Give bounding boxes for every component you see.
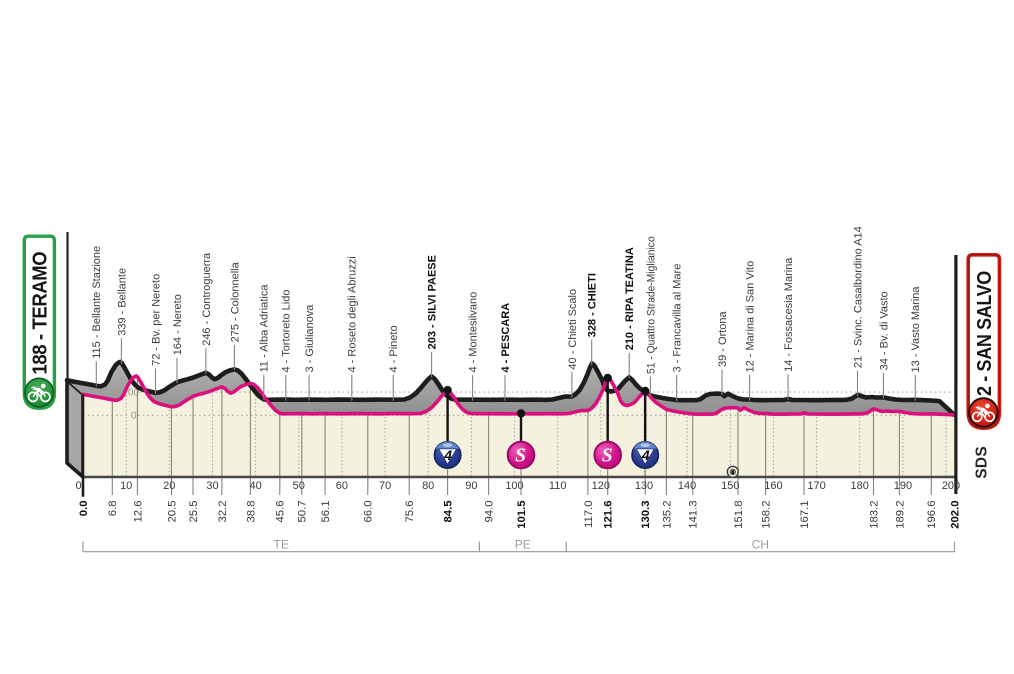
svg-text:4 - PESCARA: 4 - PESCARA (500, 303, 512, 373)
svg-text:200: 200 (942, 480, 960, 492)
svg-text:110: 110 (549, 480, 567, 492)
svg-text:12 - Marina di San Vito: 12 - Marina di San Vito (745, 261, 757, 373)
svg-text:94.0: 94.0 (484, 501, 496, 523)
svg-text:190: 190 (894, 480, 912, 492)
svg-text:120: 120 (592, 480, 610, 492)
svg-text:339 - Bellante: 339 - Bellante (116, 268, 128, 336)
svg-text:40: 40 (249, 480, 261, 492)
svg-text:60: 60 (336, 480, 348, 492)
svg-text:50.7: 50.7 (297, 501, 309, 523)
svg-text:34 - Bv. di Vasto: 34 - Bv. di Vasto (878, 291, 890, 370)
svg-text:167.1: 167.1 (799, 501, 811, 529)
svg-text:328 - CHIETI: 328 - CHIETI (587, 273, 599, 337)
svg-text:210 - RIPA TEATINA: 210 - RIPA TEATINA (624, 247, 636, 350)
svg-text:4 - Pineto: 4 - Pineto (388, 325, 400, 372)
svg-text:TE: TE (274, 537, 289, 551)
svg-text:10: 10 (120, 480, 132, 492)
svg-text:0.0: 0.0 (78, 501, 90, 517)
svg-text:4: 4 (443, 447, 452, 463)
svg-text:200: 200 (122, 388, 139, 399)
svg-text:12.6: 12.6 (132, 501, 144, 523)
svg-text:4: 4 (641, 447, 650, 463)
svg-text:202.0: 202.0 (950, 501, 962, 529)
svg-text:135.2: 135.2 (661, 501, 673, 529)
svg-text:72 - Bv. per Nereto: 72 - Bv. per Nereto (150, 274, 162, 366)
svg-text:90: 90 (465, 480, 477, 492)
svg-text:20.5: 20.5 (166, 501, 178, 523)
svg-text:183.2: 183.2 (868, 501, 880, 529)
svg-text:PE: PE (515, 537, 531, 551)
svg-text:189.2: 189.2 (894, 501, 906, 529)
svg-text:101.5: 101.5 (516, 501, 528, 529)
svg-text:140: 140 (678, 480, 696, 492)
svg-text:25.5: 25.5 (188, 501, 200, 523)
svg-text:130.3: 130.3 (640, 501, 652, 529)
svg-text:21 - Svinc. Casalbordino A14: 21 - Svinc. Casalbordino A14 (852, 226, 864, 368)
svg-text:170: 170 (807, 480, 825, 492)
svg-text:80: 80 (422, 480, 434, 492)
svg-text:32.2: 32.2 (217, 501, 229, 523)
svg-text:164 - Nereto: 164 - Nereto (172, 294, 184, 355)
svg-text:130: 130 (635, 480, 653, 492)
svg-text:50: 50 (293, 480, 305, 492)
svg-text:11 - Alba Adriatica: 11 - Alba Adriatica (259, 284, 271, 373)
svg-text:45.6: 45.6 (275, 501, 287, 523)
svg-text:40 - Chieti Scalo: 40 - Chieti Scalo (567, 289, 579, 370)
svg-text:14 - Fossacesia Marina: 14 - Fossacesia Marina (783, 257, 795, 372)
svg-text:4 - Roseto degli Abruzzi: 4 - Roseto degli Abruzzi (347, 256, 359, 372)
svg-text:84.5: 84.5 (443, 501, 455, 523)
svg-text:150: 150 (721, 480, 739, 492)
svg-text:38.8: 38.8 (245, 501, 257, 523)
svg-text:158.2: 158.2 (761, 501, 773, 529)
svg-text:66.0: 66.0 (363, 501, 375, 523)
svg-text:188 - TERAMO: 188 - TERAMO (29, 252, 52, 375)
svg-text:246 - Controguerra: 246 - Controguerra (201, 252, 213, 346)
svg-text:6.8: 6.8 (107, 501, 119, 517)
svg-text:SDS: SDS (974, 446, 991, 479)
svg-text:117.0: 117.0 (583, 501, 595, 528)
svg-text:275 - Colonnella: 275 - Colonnella (229, 261, 241, 342)
svg-text:51 - Quattro Strade-Miglianico: 51 - Quattro Strade-Miglianico (645, 236, 657, 374)
svg-text:S: S (602, 446, 613, 467)
svg-text:2 - SAN SALVO: 2 - SAN SALVO (974, 271, 996, 396)
svg-text:4 - Tortoreto Lido: 4 - Tortoreto Lido (281, 290, 293, 373)
svg-text:0: 0 (131, 411, 137, 422)
svg-text:3 - Francavilla al Mare: 3 - Francavilla al Mare (672, 264, 684, 373)
svg-text:4 - Montesilvano: 4 - Montesilvano (468, 292, 480, 373)
svg-text:180: 180 (851, 480, 869, 492)
svg-text:160: 160 (764, 480, 782, 492)
svg-text:70: 70 (379, 480, 391, 492)
svg-text:S: S (515, 446, 526, 467)
svg-text:151.8: 151.8 (733, 501, 745, 529)
svg-text:56.1: 56.1 (320, 501, 332, 523)
svg-text:203 - SILVI PAESE: 203 - SILVI PAESE (427, 255, 439, 349)
svg-text:CH: CH (752, 537, 769, 551)
svg-text:20: 20 (163, 480, 175, 492)
svg-text:0: 0 (75, 480, 81, 492)
svg-text:13 - Vasto Marina: 13 - Vasto Marina (910, 286, 922, 373)
svg-text:115 - Bellante Stazione: 115 - Bellante Stazione (91, 246, 103, 359)
svg-text:3 - Giulianova: 3 - Giulianova (304, 304, 316, 373)
svg-text:75.6: 75.6 (404, 501, 416, 523)
svg-text:39 - Ortona: 39 - Ortona (717, 310, 729, 367)
svg-text:30: 30 (206, 480, 218, 492)
svg-text:100: 100 (505, 480, 523, 492)
svg-text:196.6: 196.6 (926, 501, 938, 529)
svg-text:141.3: 141.3 (688, 501, 700, 529)
svg-text:121.6: 121.6 (603, 501, 615, 529)
